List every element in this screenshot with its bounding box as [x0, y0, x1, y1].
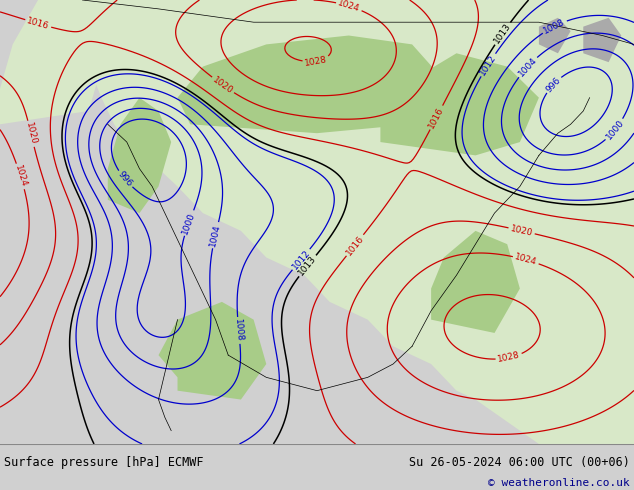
Polygon shape: [158, 302, 266, 399]
Text: 1004: 1004: [517, 55, 539, 78]
Text: 1024: 1024: [514, 252, 538, 267]
Text: 1028: 1028: [497, 351, 521, 365]
Text: © weatheronline.co.uk: © weatheronline.co.uk: [488, 478, 630, 488]
Polygon shape: [0, 0, 101, 124]
Polygon shape: [108, 98, 171, 213]
Text: 1020: 1020: [510, 224, 534, 238]
Text: 996: 996: [544, 75, 562, 94]
Text: Surface pressure [hPa] ECMWF: Surface pressure [hPa] ECMWF: [4, 456, 204, 469]
Text: 1028: 1028: [304, 54, 328, 68]
Polygon shape: [82, 0, 634, 444]
Text: 1004: 1004: [209, 223, 223, 247]
Text: 1013: 1013: [492, 22, 513, 46]
Polygon shape: [380, 53, 539, 155]
Polygon shape: [539, 18, 571, 53]
Text: 1012: 1012: [290, 248, 312, 271]
Text: Su 26-05-2024 06:00 UTC (00+06): Su 26-05-2024 06:00 UTC (00+06): [409, 456, 630, 469]
Polygon shape: [583, 18, 621, 62]
Text: 1020: 1020: [24, 122, 38, 146]
Text: 996: 996: [116, 170, 134, 189]
Text: 1016: 1016: [344, 234, 366, 257]
Text: 1024: 1024: [13, 164, 29, 189]
Text: 1000: 1000: [604, 118, 626, 142]
Polygon shape: [431, 231, 520, 333]
Text: 1020: 1020: [211, 75, 235, 96]
Text: 1016: 1016: [427, 105, 446, 130]
Text: 1000: 1000: [181, 211, 197, 235]
Polygon shape: [178, 35, 444, 133]
Text: 1008: 1008: [233, 318, 244, 343]
Text: 1016: 1016: [26, 16, 51, 31]
Text: 1008: 1008: [542, 17, 567, 36]
Text: 1013: 1013: [297, 254, 318, 277]
Text: 1012: 1012: [478, 53, 498, 77]
Text: 1024: 1024: [337, 0, 361, 14]
